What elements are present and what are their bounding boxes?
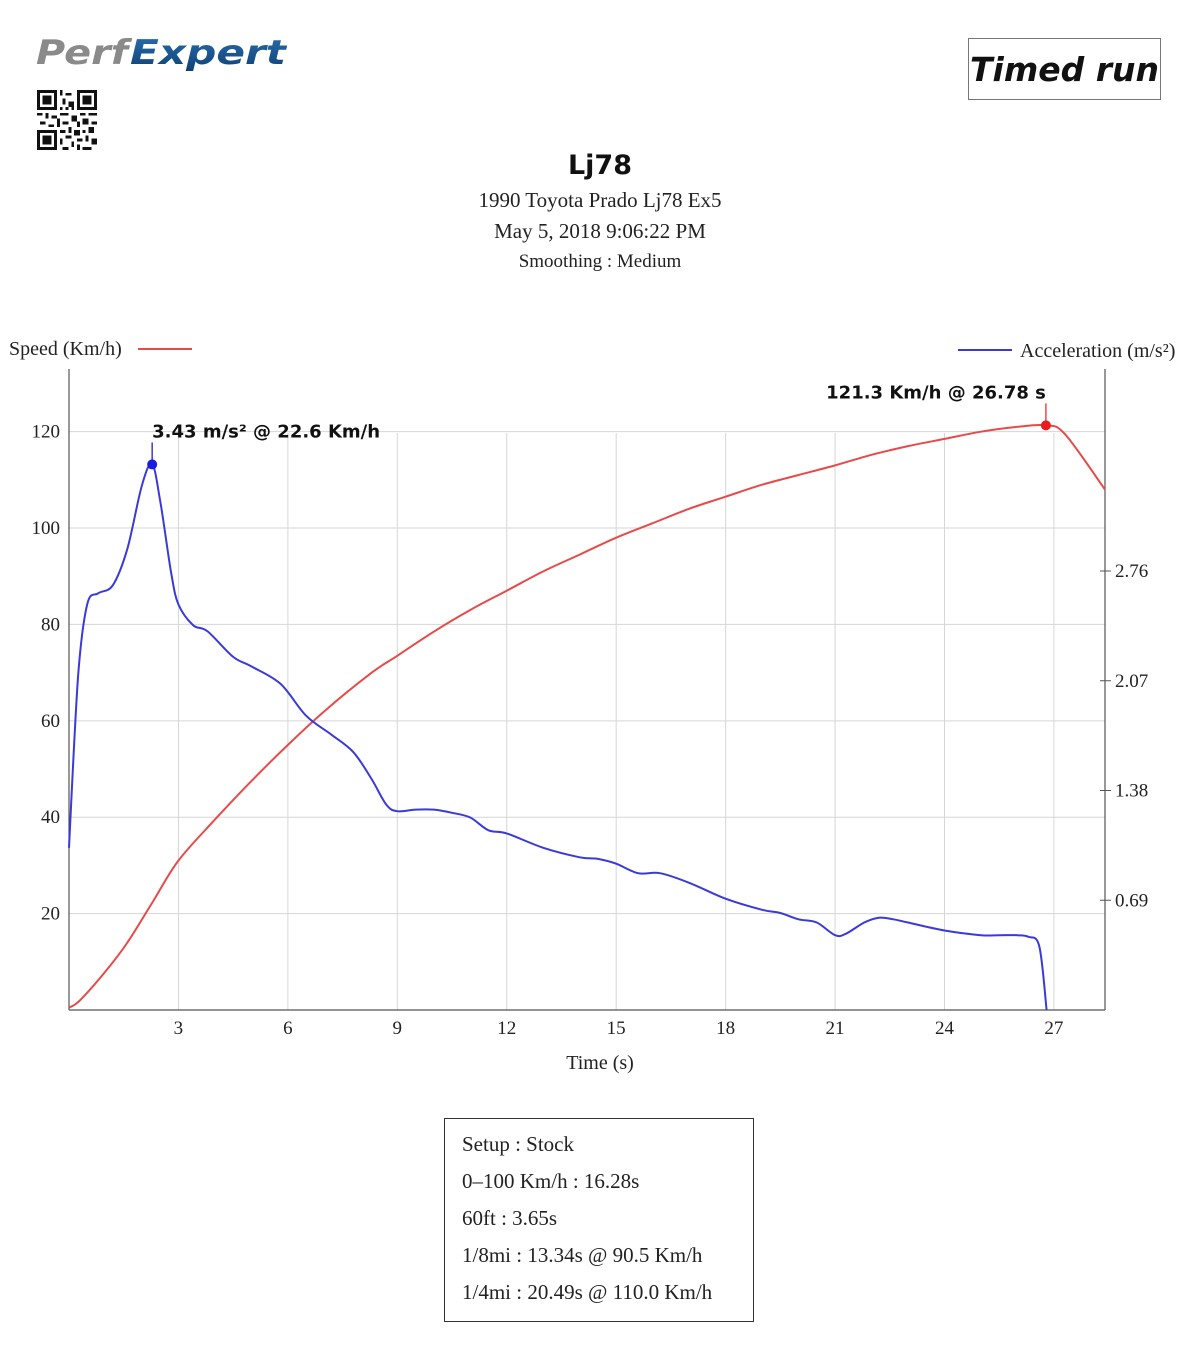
y-right-tick-label: 1.38 <box>1115 781 1148 802</box>
y-left-tick-label: 40 <box>41 807 60 828</box>
stat-0-100: 0–100 Km/h : 16.28s <box>462 1169 640 1193</box>
speed-series-line <box>68 423 1106 1009</box>
qr-code <box>37 90 97 150</box>
acceleration-peak-marker <box>147 459 158 470</box>
acceleration-peak-label: 3.43 m/s² @ 22.6 Km/h <box>152 421 380 442</box>
y-right-tick-label: 0.69 <box>1115 890 1148 911</box>
x-tick-label: 21 <box>826 1018 845 1039</box>
y-right-tick-label: 2.07 <box>1115 671 1148 692</box>
x-tick-label: 12 <box>497 1018 516 1039</box>
y-left-tick-label: 100 <box>32 518 61 539</box>
y-left-tick-label: 120 <box>32 422 61 443</box>
x-axis-label: Time (s) <box>566 1052 634 1074</box>
acceleration-series-line <box>68 462 1048 1011</box>
x-tick-label: 3 <box>174 1018 184 1039</box>
run-datetime: May 5, 2018 9:06:22 PM <box>494 219 706 243</box>
y-left-tick-label: 60 <box>41 711 60 732</box>
stats-box: Setup : Stock 0–100 Km/h : 16.28s 60ft :… <box>444 1118 754 1322</box>
x-tick-label: 27 <box>1044 1018 1063 1039</box>
y-left-tick-label: 80 <box>41 614 60 635</box>
stat-setup: Setup : Stock <box>462 1132 575 1156</box>
timed-run-badge: Timed run <box>968 38 1161 100</box>
x-tick-label: 9 <box>393 1018 403 1039</box>
speed-peak-label: 121.3 Km/h @ 26.78 s <box>826 382 1046 403</box>
stat-eighth-mile: 1/8mi : 13.34s @ 90.5 Km/h <box>462 1243 703 1267</box>
stat-quarter-mile: 1/4mi : 20.49s @ 110.0 Km/h <box>462 1280 713 1304</box>
x-tick-label: 6 <box>283 1018 293 1039</box>
smoothing-setting: Smoothing : Medium <box>518 251 682 272</box>
x-tick-label: 24 <box>935 1018 955 1039</box>
y-right-tick-label: 2.76 <box>1115 561 1148 582</box>
legend-speed-label: Speed (Km/h) <box>9 338 122 360</box>
legend-acceleration-label: Acceleration (m/s²) <box>1020 340 1175 362</box>
stat-60ft: 60ft : 3.65s <box>462 1206 558 1230</box>
speed-acceleration-chart: 3 6 9 12 15 18 21 24 27 20 40 60 80 100 120 0.69 1.38 2.0… <box>9 338 1175 1074</box>
speed-peak-marker <box>1040 420 1051 431</box>
svg-text:Expert: Expert <box>130 33 288 73</box>
vehicle-description: 1990 Toyota Prado Lj78 Ex5 <box>478 188 722 212</box>
run-title: Lj78 <box>567 150 633 181</box>
y-left-tick-label: 20 <box>41 904 60 925</box>
perfexpert-logo: Perf Expert <box>36 33 288 73</box>
svg-text:Perf: Perf <box>36 33 133 73</box>
x-tick-label: 15 <box>607 1018 626 1039</box>
x-tick-label: 18 <box>716 1018 735 1039</box>
